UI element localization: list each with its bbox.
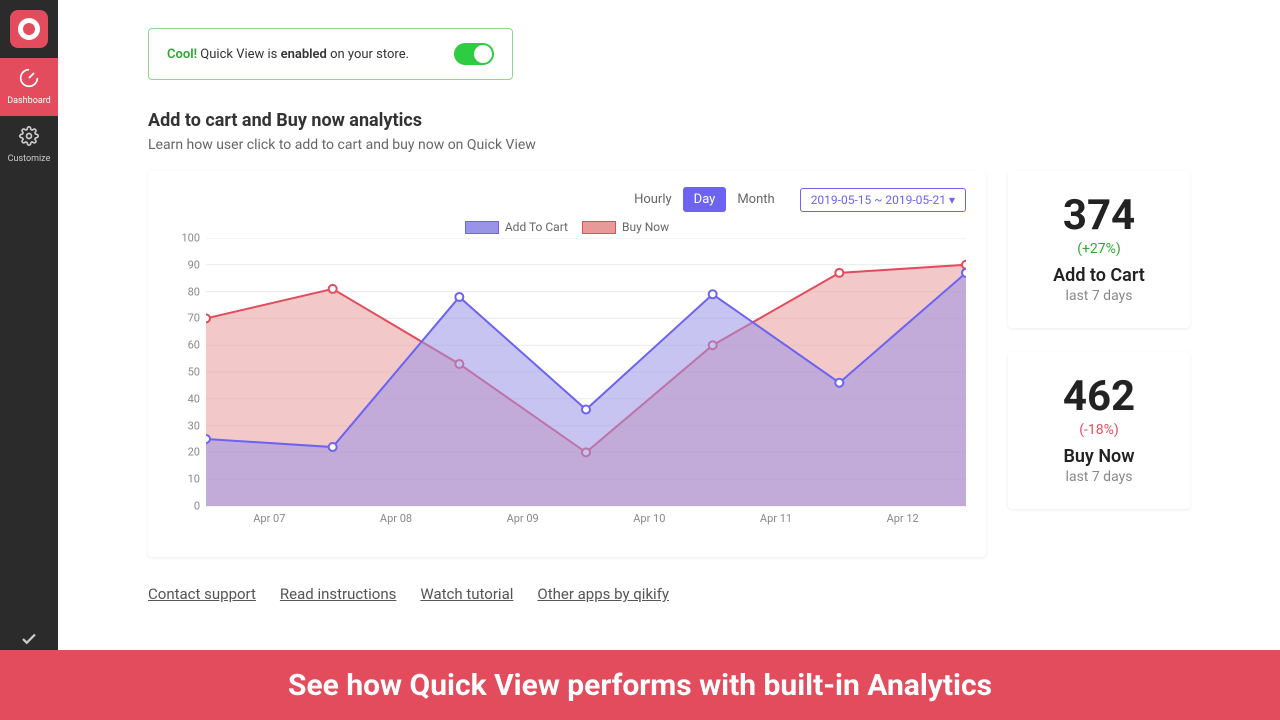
promo-banner: See how Quick View performs with built-i… — [0, 650, 1280, 720]
main-content: Cool! Quick View is enabled on your stor… — [58, 0, 1280, 720]
sidebar-item-label: Dashboard — [7, 96, 51, 106]
app-logo — [0, 0, 58, 58]
stat-delta: (+27%) — [1020, 241, 1178, 257]
legend-item: Buy Now — [582, 220, 669, 234]
enable-toggle[interactable] — [454, 43, 494, 65]
legend-label: Add To Cart — [505, 220, 568, 234]
period-tab-month[interactable]: Month — [726, 187, 785, 212]
stat-value: 374 — [1020, 195, 1178, 237]
period-tabs: HourlyDayMonth — [623, 187, 786, 212]
footer-link[interactable]: Read instructions — [280, 585, 396, 603]
legend-swatch — [465, 221, 499, 234]
chart-plot-area: 0102030405060708090100Apr 07Apr 08Apr 09… — [168, 238, 966, 518]
stat-card: 462 (-18%) Buy Now last 7 days — [1008, 352, 1190, 509]
period-tab-hourly[interactable]: Hourly — [623, 187, 683, 212]
stat-delta: (-18%) — [1020, 422, 1178, 438]
chart-controls: HourlyDayMonth 2019-05-15 ~ 2019-05-21 ▾ — [168, 187, 966, 212]
speedometer-icon — [19, 68, 39, 93]
period-tab-day[interactable]: Day — [683, 187, 727, 212]
sidebar-item-dashboard[interactable]: Dashboard — [0, 58, 58, 116]
stat-card: 374 (+27%) Add to Cart last 7 days — [1008, 171, 1190, 328]
legend-item: Add To Cart — [465, 220, 568, 234]
banner-text: Cool! Quick View is enabled on your stor… — [167, 47, 409, 62]
stat-label: Add to Cart — [1020, 265, 1178, 286]
legend-swatch — [582, 221, 616, 234]
footer-links: Contact support Read instructions Watch tu… — [148, 585, 1190, 603]
footer-link[interactable]: Other apps by qikify — [537, 585, 669, 603]
section-title: Add to cart and Buy now analytics — [148, 110, 1190, 131]
analytics-chart-card: HourlyDayMonth 2019-05-15 ~ 2019-05-21 ▾… — [148, 171, 986, 557]
stat-label: Buy Now — [1020, 446, 1178, 467]
sidebar-item-customize[interactable]: Customize — [0, 116, 58, 174]
sidebar-item-label: Customize — [8, 154, 51, 164]
chevron-down-icon: ▾ — [949, 193, 955, 207]
stats-column: 374 (+27%) Add to Cart last 7 days462 (-… — [1008, 171, 1190, 557]
section-subtitle: Learn how user click to add to cart and … — [148, 137, 1190, 153]
chart-legend: Add To Cart Buy Now — [168, 220, 966, 234]
sidebar: Dashboard Customize Upgraded ? — [0, 0, 58, 720]
stat-value: 462 — [1020, 376, 1178, 418]
footer-link[interactable]: Contact support — [148, 585, 256, 603]
legend-label: Buy Now — [622, 220, 669, 234]
status-banner: Cool! Quick View is enabled on your stor… — [148, 28, 513, 80]
footer-link[interactable]: Watch tutorial — [420, 585, 513, 603]
gear-icon — [19, 126, 39, 151]
stat-period: last 7 days — [1020, 469, 1178, 485]
stat-period: last 7 days — [1020, 288, 1178, 304]
date-range-picker[interactable]: 2019-05-15 ~ 2019-05-21 ▾ — [800, 188, 966, 212]
